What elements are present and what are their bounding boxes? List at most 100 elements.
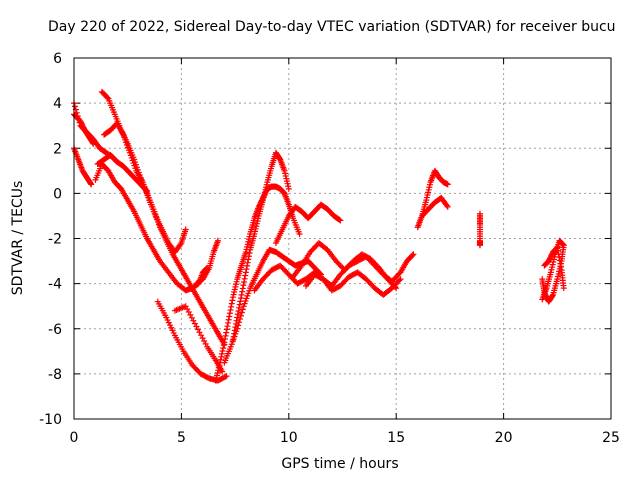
data-point xyxy=(220,345,227,352)
y-tick-label: 2 xyxy=(53,141,62,157)
x-axis-label: GPS time / hours xyxy=(281,456,399,472)
data-point xyxy=(243,266,250,273)
x-tick-label: 20 xyxy=(495,430,513,446)
y-tick-label: -4 xyxy=(48,277,62,293)
data-point xyxy=(396,277,403,284)
series-arc-20 xyxy=(476,210,483,249)
data-point xyxy=(226,313,233,320)
data-point xyxy=(245,256,252,263)
y-tick-label: -6 xyxy=(48,322,62,338)
x-tick-label: 25 xyxy=(602,430,620,446)
data-point xyxy=(219,347,226,354)
axis-ticks: 0 5 10 15 20 25 -10 -8 -6 -4 -2 0 2 4 6 xyxy=(39,51,620,446)
data-point xyxy=(242,269,249,276)
y-tick-label: -10 xyxy=(39,412,62,428)
data-point xyxy=(214,237,221,244)
series-arc-2 xyxy=(71,111,97,147)
x-tick-label: 0 xyxy=(70,430,79,446)
data-point xyxy=(233,320,240,327)
data-point xyxy=(560,285,567,292)
data-point xyxy=(228,300,235,307)
y-tick-label: 4 xyxy=(53,96,62,112)
series-arc-6 xyxy=(101,120,189,256)
data-point xyxy=(231,330,238,337)
y-tick-label: -8 xyxy=(48,367,62,383)
data-point xyxy=(90,140,97,147)
series-arc-10 xyxy=(193,237,221,287)
data-point xyxy=(226,310,233,317)
data-point xyxy=(444,181,451,188)
data-point xyxy=(222,373,229,380)
data-point xyxy=(241,275,248,282)
data-point xyxy=(410,251,417,258)
chart-title: Day 220 of 2022, Sidereal Day-to-day VTE… xyxy=(48,19,616,35)
data-point xyxy=(89,139,96,146)
data-point xyxy=(245,253,252,260)
y-tick-label: 0 xyxy=(53,186,62,202)
data-point xyxy=(397,276,404,283)
data-point xyxy=(237,312,244,319)
data-point xyxy=(231,327,238,334)
data-point xyxy=(240,282,247,289)
data-point xyxy=(225,316,232,323)
data-point xyxy=(557,263,564,270)
data-point xyxy=(221,336,228,343)
data-point xyxy=(218,353,225,360)
data-point xyxy=(443,202,450,209)
data-point xyxy=(242,272,249,279)
data-point xyxy=(444,203,451,210)
data-point xyxy=(88,181,95,188)
data-point xyxy=(285,185,292,192)
data-point xyxy=(219,368,226,375)
data-point xyxy=(144,188,151,195)
data-point xyxy=(229,337,236,344)
data-point xyxy=(218,350,225,357)
data-point xyxy=(230,333,237,340)
series-arc-19 xyxy=(418,194,451,219)
data-point xyxy=(142,186,149,193)
data-point xyxy=(539,276,546,283)
data-point xyxy=(237,295,244,302)
data-point xyxy=(556,257,563,264)
data-point xyxy=(104,94,111,101)
data-points xyxy=(71,88,567,384)
series-arc-22 xyxy=(541,244,567,292)
data-point xyxy=(476,242,483,249)
series-arc-4 xyxy=(92,161,211,294)
x-tick-label: 5 xyxy=(177,430,186,446)
series-arc-7 xyxy=(94,152,151,195)
data-point xyxy=(239,306,246,313)
series-arc-9 xyxy=(171,303,226,375)
series-arc-3 xyxy=(71,145,95,188)
data-point xyxy=(87,180,94,187)
data-point xyxy=(554,244,561,251)
x-tick-label: 10 xyxy=(280,430,298,446)
data-point xyxy=(223,329,230,336)
data-point xyxy=(143,187,150,194)
data-point xyxy=(556,254,563,261)
series-arc-12 xyxy=(221,246,325,366)
data-point xyxy=(236,301,243,308)
data-point xyxy=(244,262,251,269)
data-point xyxy=(182,226,189,233)
data-point xyxy=(238,309,245,316)
y-tick-label: 6 xyxy=(53,51,62,67)
data-point xyxy=(239,285,246,292)
data-point xyxy=(240,279,247,286)
data-point xyxy=(244,259,251,266)
y-tick-label: -2 xyxy=(48,232,62,248)
x-tick-label: 15 xyxy=(387,430,405,446)
data-point xyxy=(233,317,240,324)
data-point xyxy=(71,103,78,110)
data-point xyxy=(542,290,549,297)
series-arc-17 xyxy=(302,269,404,298)
data-point xyxy=(234,314,241,321)
data-point xyxy=(221,339,228,346)
data-point xyxy=(555,250,562,257)
data-point xyxy=(224,323,231,330)
data-point xyxy=(225,319,232,326)
data-point xyxy=(223,373,230,380)
data-point xyxy=(217,356,224,363)
grid-lines xyxy=(74,58,611,419)
data-point xyxy=(296,230,303,237)
